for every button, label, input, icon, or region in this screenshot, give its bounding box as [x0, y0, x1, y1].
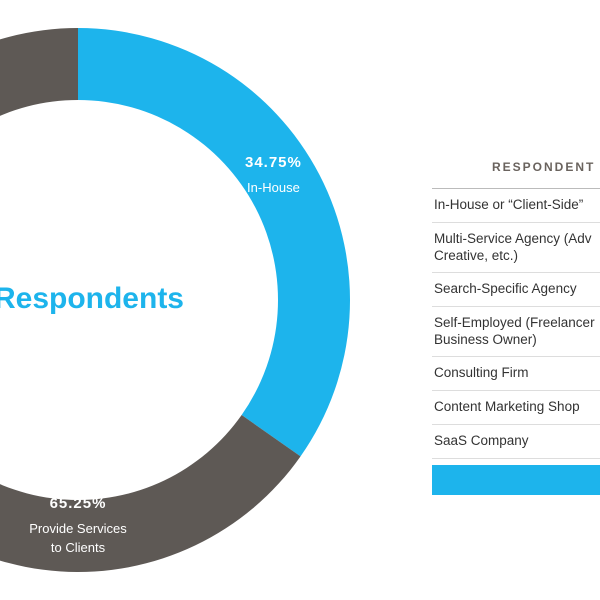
donut-segment — [0, 28, 301, 572]
table-row: Content Marketing Shop — [432, 391, 600, 425]
table-footer-bar — [432, 465, 600, 495]
table-row: In-House or “Client-Side” — [432, 189, 600, 223]
table-row: Consulting Firm — [432, 357, 600, 391]
table-header: RESPONDENT — [432, 160, 600, 189]
table-row: SaaS Company — [432, 425, 600, 459]
category-label: In-House — [247, 180, 300, 196]
table-row: Multi-Service Agency (Adv Creative, etc.… — [432, 223, 600, 273]
category-label: Provide Services to Clients — [29, 521, 127, 555]
table-body: In-House or “Client-Side” Multi-Service A… — [432, 189, 600, 459]
value-label: 65.25% — [49, 495, 107, 512]
table-row: Search-Specific Agency — [432, 273, 600, 307]
table: RESPONDENT In-House or “Client-Side” Mult… — [432, 160, 600, 495]
table-row: Self-Employed (Freelancer Business Owner… — [432, 307, 600, 357]
donut-segment — [78, 28, 350, 457]
center-text: Respondents — [0, 282, 184, 315]
value-label: 34.75% — [244, 154, 302, 172]
